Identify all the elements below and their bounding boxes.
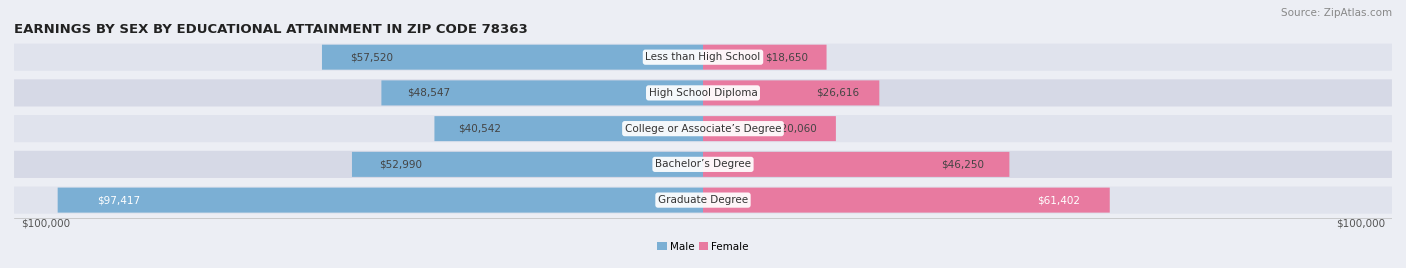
Text: $97,417: $97,417	[97, 195, 139, 205]
FancyBboxPatch shape	[14, 79, 1392, 106]
Text: College or Associate’s Degree: College or Associate’s Degree	[624, 124, 782, 134]
FancyBboxPatch shape	[58, 188, 703, 213]
Text: $48,547: $48,547	[408, 88, 451, 98]
Text: $52,990: $52,990	[380, 159, 422, 169]
Text: $26,616: $26,616	[815, 88, 859, 98]
FancyBboxPatch shape	[14, 187, 1392, 214]
Text: $40,542: $40,542	[458, 124, 502, 134]
FancyBboxPatch shape	[14, 151, 1392, 178]
Text: $57,520: $57,520	[350, 52, 394, 62]
Text: $18,650: $18,650	[765, 52, 808, 62]
Text: Source: ZipAtlas.com: Source: ZipAtlas.com	[1281, 8, 1392, 18]
Text: $46,250: $46,250	[941, 159, 984, 169]
FancyBboxPatch shape	[14, 115, 1392, 142]
FancyBboxPatch shape	[703, 80, 879, 105]
FancyBboxPatch shape	[14, 44, 1392, 71]
FancyBboxPatch shape	[352, 152, 703, 177]
FancyBboxPatch shape	[703, 188, 1109, 213]
FancyBboxPatch shape	[703, 116, 837, 141]
Text: High School Diploma: High School Diploma	[648, 88, 758, 98]
Text: $20,060: $20,060	[775, 124, 817, 134]
Text: EARNINGS BY SEX BY EDUCATIONAL ATTAINMENT IN ZIP CODE 78363: EARNINGS BY SEX BY EDUCATIONAL ATTAINMEN…	[14, 23, 527, 36]
FancyBboxPatch shape	[322, 45, 703, 70]
FancyBboxPatch shape	[381, 80, 703, 105]
Text: $100,000: $100,000	[1336, 219, 1385, 229]
Text: $100,000: $100,000	[21, 219, 70, 229]
FancyBboxPatch shape	[434, 116, 703, 141]
FancyBboxPatch shape	[703, 152, 1010, 177]
Text: $61,402: $61,402	[1038, 195, 1080, 205]
Legend: Male, Female: Male, Female	[654, 237, 752, 256]
FancyBboxPatch shape	[703, 45, 827, 70]
Text: Graduate Degree: Graduate Degree	[658, 195, 748, 205]
Text: Bachelor’s Degree: Bachelor’s Degree	[655, 159, 751, 169]
Text: Less than High School: Less than High School	[645, 52, 761, 62]
